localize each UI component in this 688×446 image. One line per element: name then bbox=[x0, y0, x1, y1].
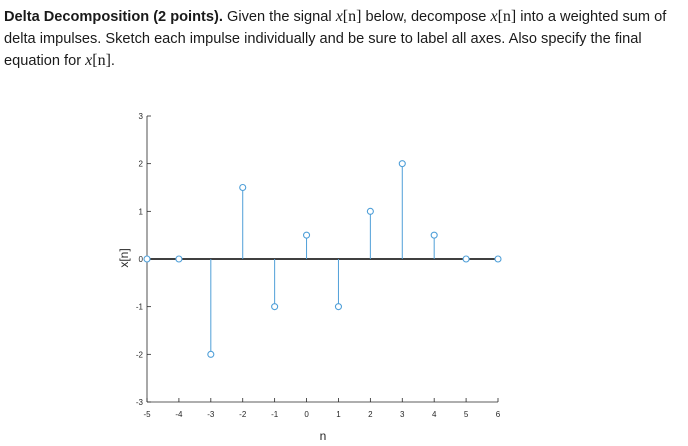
signal-arg-3: [n] bbox=[92, 52, 111, 69]
x-tick-label: 2 bbox=[368, 410, 373, 419]
stem-marker bbox=[366, 207, 374, 215]
x-tick-label: -5 bbox=[143, 410, 151, 419]
problem-title: Delta Decomposition (2 points). bbox=[4, 9, 223, 25]
stem-marker bbox=[430, 231, 438, 239]
signal-name-3: x bbox=[85, 52, 93, 69]
problem-text-4: . bbox=[110, 53, 115, 69]
x-axis-label: n bbox=[320, 429, 327, 443]
stem-marker bbox=[398, 160, 406, 168]
stem-marker bbox=[239, 183, 247, 192]
problem-text-3: into a weighted sum of delta impulses. S… bbox=[4, 9, 667, 69]
stem-marker bbox=[207, 350, 215, 358]
signal-symbol-1: x[n] bbox=[336, 8, 362, 25]
y-tick-label: -2 bbox=[136, 350, 144, 359]
problem-text-1: Given the signal bbox=[222, 9, 336, 25]
x-tick-label: 5 bbox=[464, 410, 469, 419]
signal-arg-1: [n] bbox=[342, 8, 362, 25]
stem-marker bbox=[271, 303, 279, 311]
stem-marker bbox=[143, 255, 151, 263]
y-axis-label: x[n] bbox=[117, 248, 131, 267]
signal-name-2: x bbox=[490, 8, 498, 25]
chart-stems bbox=[143, 160, 502, 358]
y-tick-label: -1 bbox=[136, 303, 144, 312]
x-tick-label: 3 bbox=[400, 410, 405, 419]
problem-statement: Delta Decomposition (2 points). Given th… bbox=[4, 6, 684, 72]
stem-marker bbox=[334, 303, 343, 311]
x-tick-label: -1 bbox=[271, 410, 279, 419]
signal-symbol-3: x[n] bbox=[85, 52, 111, 69]
x-tick-label: -3 bbox=[207, 410, 215, 419]
stem-marker bbox=[462, 255, 470, 263]
y-tick-label: 0 bbox=[139, 255, 144, 264]
signal-name-1: x bbox=[335, 8, 343, 25]
signal-symbol-2: x[n] bbox=[490, 8, 516, 25]
y-tick-label: 2 bbox=[139, 160, 144, 169]
signal-arg-2: [n] bbox=[497, 8, 517, 25]
chart-labels: n x[n] -3 -2 -1 0 1 2 3 -5 -4 -3 -2 -1 0 1 2 3 4 5 6 bbox=[117, 112, 501, 443]
stem-marker bbox=[175, 255, 183, 263]
y-tick-label: -3 bbox=[136, 398, 144, 407]
x-tick-label: 1 bbox=[336, 410, 341, 419]
stem-marker bbox=[302, 231, 311, 239]
x-tick-label: -4 bbox=[175, 410, 183, 419]
y-tick-label: 3 bbox=[139, 112, 144, 121]
y-tick-label: 1 bbox=[139, 207, 144, 216]
x-tick-label: 0 bbox=[304, 410, 309, 419]
problem-text-2: below, decompose bbox=[361, 9, 491, 25]
x-tick-label: 4 bbox=[432, 410, 437, 419]
x-tick-label: 6 bbox=[496, 410, 501, 419]
x-tick-label: -2 bbox=[239, 410, 247, 419]
stem-marker bbox=[494, 255, 502, 263]
